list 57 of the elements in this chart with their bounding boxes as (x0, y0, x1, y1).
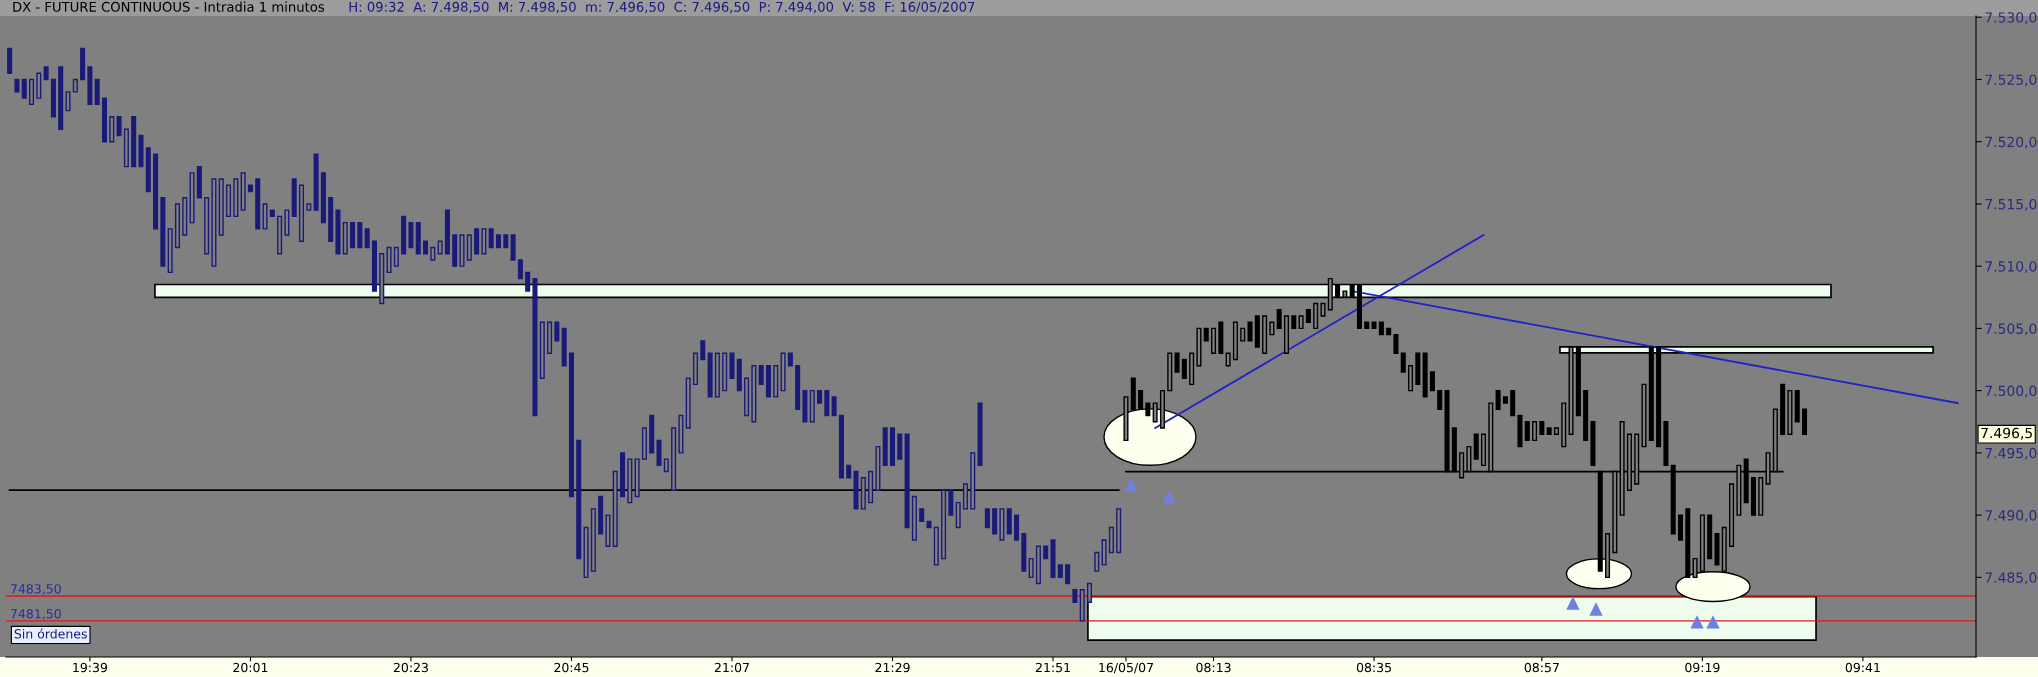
y-tick-label: 7.510,0 (1985, 261, 2037, 274)
x-tick-label: 20:01 (233, 662, 268, 673)
x-tick-label: 08:13 (1196, 662, 1231, 673)
candlestick (1495, 389, 1501, 411)
candlestick (1400, 352, 1406, 373)
x-tick-label: 09:41 (1845, 662, 1880, 673)
candlestick (1276, 309, 1282, 330)
y-tick-label: 7.485,0 (1985, 572, 2037, 585)
candlestick (984, 508, 990, 529)
candlestick (1429, 371, 1435, 392)
candlestick (1094, 551, 1100, 572)
candlestick (65, 91, 71, 112)
candlestick (1086, 582, 1093, 603)
candlestick (554, 321, 560, 342)
x-tick-label: 21:51 (1035, 662, 1070, 673)
y-tick-label: 7.530,0 (1985, 12, 2037, 25)
candlestick (1181, 358, 1187, 379)
x-tick-label: 19:39 (73, 662, 108, 673)
candlestick (1524, 421, 1530, 442)
x-tick-label: 21:07 (714, 662, 749, 673)
y-tick-label: 7.490,0 (1985, 510, 2037, 522)
ref-line-label: 7481,50 (10, 609, 61, 620)
annotation: Sin órdenes (14, 628, 87, 639)
candlestick (488, 228, 494, 249)
candlestick (517, 259, 523, 280)
candlestick (1065, 564, 1071, 585)
y-tick-label: 7.505,0 (1985, 323, 2037, 336)
ref-line-label: 7483,50 (10, 584, 61, 595)
x-tick-label: 08:35 (1356, 662, 1391, 673)
candlestick (1174, 352, 1180, 373)
candlestick (525, 271, 531, 292)
candlestick (1437, 389, 1443, 411)
y-tick-label: 7.520,0 (1985, 136, 2037, 149)
candlestick (700, 340, 706, 361)
candlestick (758, 365, 764, 386)
chart-title: DX - FUTURE CONTINUOUS - Intradia 1 minutos (13, 1, 325, 12)
x-tick-label: 20:23 (393, 662, 428, 673)
y-tick-label: 7.525,0 (1985, 74, 2037, 87)
candlestick (1028, 557, 1034, 579)
y-tick-label: 7.495,0 (1985, 447, 2037, 460)
text: 7.496,5 (1981, 427, 2032, 440)
y-tick-label: 7.500,0 (1985, 385, 2037, 398)
candlestick (393, 246, 399, 267)
y-tick-label: 7.515,0 (1985, 198, 2037, 211)
x-tick-label: 08:57 (1524, 662, 1559, 673)
x-tick-label: 20:45 (554, 662, 589, 673)
candlestick (364, 228, 370, 249)
chart-subtitle: H: 09:32 A: 7.498,50 M: 7.498,50 m: 7.496,50 C: 7.496,50 P: 7.494,00 V: 58 F: 16/05/2007 (349, 1, 975, 14)
candlestick (21, 78, 27, 99)
x-tick-label: 21:29 (875, 662, 910, 673)
candlestick (1532, 421, 1538, 442)
candlestick (1393, 333, 1399, 354)
candlestick (116, 116, 122, 137)
x-tick-label: 16/05/07 (1099, 662, 1153, 674)
candlestick (1247, 321, 1253, 342)
x-tick-label: 09:19 (1685, 662, 1720, 673)
candlestick (831, 396, 837, 417)
